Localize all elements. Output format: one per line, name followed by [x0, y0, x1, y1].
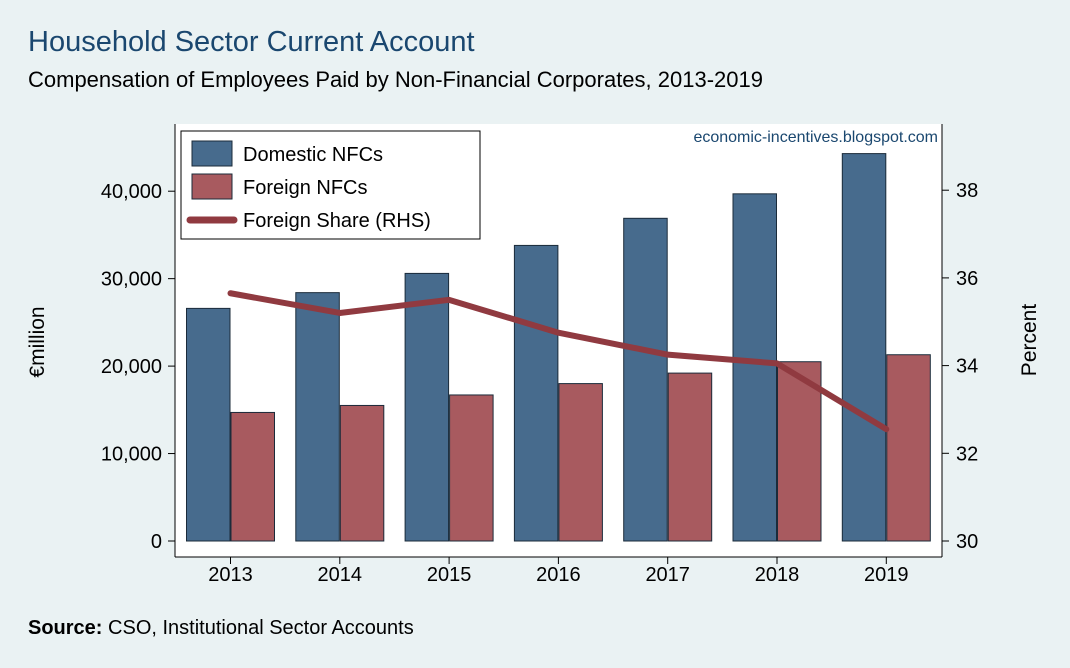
bar-foreign-2019 — [886, 354, 931, 542]
legend-swatch-foreign — [191, 173, 233, 200]
bar-domestic-2016 — [513, 244, 559, 542]
x-tick-label: 2016 — [536, 564, 581, 586]
y-tick-label: 0 — [151, 531, 162, 553]
legend-label-share: Foreign Share (RHS) — [243, 210, 431, 232]
bar-foreign-2017 — [667, 372, 713, 542]
legend: Domestic NFCs Foreign NFCs Foreign Share… — [180, 130, 481, 240]
legend-label-foreign: Foreign NFCs — [243, 177, 367, 199]
bar-domestic-2015 — [404, 272, 450, 542]
legend-label-domestic: Domestic NFCs — [243, 144, 383, 166]
y2-tick-label: 34 — [956, 356, 978, 378]
watermark-text: economic-incentives.blogspot.com — [693, 129, 938, 146]
bar-domestic-2019 — [841, 153, 887, 542]
bar-foreign-2016 — [558, 383, 603, 542]
bar-domestic-2013 — [186, 307, 231, 542]
y2-tick-label: 36 — [956, 268, 978, 290]
source-note: Source: CSO, Institutional Sector Accoun… — [28, 617, 414, 640]
share-point-2018 — [776, 362, 778, 364]
y-tick-label: 30,000 — [101, 269, 162, 291]
bar-foreign-2018 — [777, 361, 822, 542]
share-point-2017 — [667, 354, 669, 356]
bar-foreign-2014 — [339, 404, 385, 542]
share-point-2019 — [885, 428, 887, 430]
y-tick-label: 40,000 — [101, 181, 162, 203]
chart-subtitle: Compensation of Employees Paid by Non-Fi… — [28, 67, 763, 92]
share-line-group — [227, 290, 890, 433]
y-tick-label: 20,000 — [101, 356, 162, 378]
y-tick-label: 10,000 — [101, 444, 162, 466]
x-tick-label: 2014 — [318, 564, 363, 586]
source-label: Source: — [28, 617, 103, 639]
source-text: CSO, Institutional Sector Accounts — [108, 617, 414, 639]
share-point-2014 — [339, 312, 341, 314]
x-tick-label: 2019 — [864, 564, 909, 586]
bars-group — [186, 153, 931, 542]
x-tick-label: 2018 — [755, 564, 800, 586]
x-tick-label: 2017 — [645, 564, 690, 586]
bar-foreign-2013 — [230, 411, 275, 542]
legend-swatch-domestic — [191, 140, 233, 167]
ticks-group: 0 10,000 20,000 30,000 40,000 30 32 34 36 38 2013 2… — [101, 180, 978, 586]
x-tick-label: 2013 — [208, 564, 253, 586]
y2-tick-label: 30 — [956, 531, 978, 553]
bar-domestic-2014 — [295, 292, 340, 542]
y-axis-title: €million — [26, 306, 49, 377]
y2-tick-label: 38 — [956, 180, 978, 202]
y2-tick-label: 32 — [956, 443, 978, 465]
share-point-2015 — [448, 299, 450, 301]
bar-foreign-2015 — [449, 394, 494, 542]
chart-title: Household Sector Current Account — [28, 26, 475, 58]
share-point-2016 — [557, 332, 559, 334]
bar-domestic-2018 — [732, 193, 777, 542]
y2-axis-title: Percent — [1018, 304, 1041, 377]
x-tick-label: 2015 — [427, 564, 472, 586]
share-point-2013 — [230, 292, 231, 294]
bar-domestic-2017 — [623, 217, 668, 542]
